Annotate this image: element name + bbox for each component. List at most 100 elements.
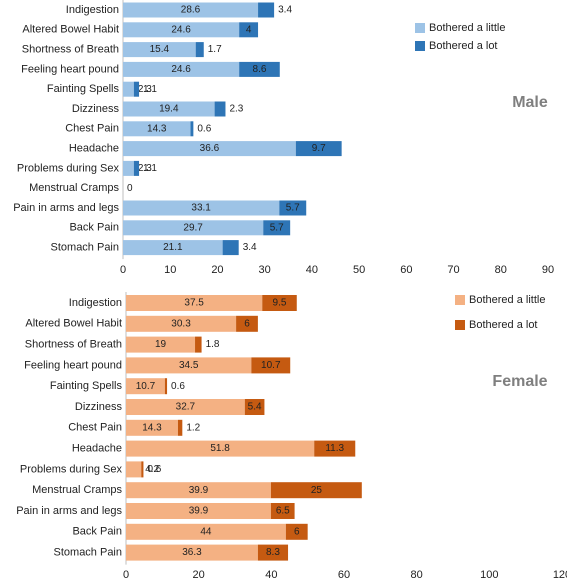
- bar-segment: [236, 315, 258, 332]
- category-label: Pain in arms and legs: [13, 202, 119, 214]
- legend-label: Bothered a lot: [429, 40, 498, 52]
- value-label: 8.3: [266, 547, 280, 558]
- category-label: Stomach Pain: [51, 242, 119, 254]
- value-label: 33.1: [191, 203, 211, 214]
- bar-segment: [123, 240, 223, 256]
- bar-segment: [126, 461, 142, 478]
- category-label: Back Pain: [69, 222, 119, 234]
- x-tick-label: 20: [193, 569, 205, 581]
- category-label: Pain in arms and legs: [16, 505, 122, 517]
- category-label: Headache: [72, 443, 122, 455]
- bar-segment: [195, 42, 204, 58]
- bar-segment: [257, 544, 289, 561]
- category-label: Fainting Spells: [50, 380, 123, 392]
- value-label: 39.9: [189, 506, 209, 517]
- value-label: 30.3: [171, 318, 191, 329]
- x-tick-label: 120: [553, 569, 567, 581]
- value-label: 32.7: [176, 402, 196, 413]
- bar-segment: [270, 482, 362, 499]
- value-label: 15.4: [150, 44, 170, 55]
- value-label: 19.4: [159, 104, 179, 115]
- value-label: 5.7: [270, 222, 284, 233]
- value-label: 3.4: [243, 242, 257, 253]
- bar-segment: [123, 121, 191, 137]
- value-label: 1.2: [186, 422, 200, 433]
- value-label: 11.3: [325, 443, 344, 454]
- legend-swatch: [415, 23, 425, 33]
- value-label: 24.6: [171, 64, 191, 75]
- x-tick-label: 10: [164, 264, 176, 276]
- category-label: Stomach Pain: [54, 547, 122, 559]
- category-label: Menstrual Cramps: [32, 484, 122, 496]
- bar-segment: [164, 378, 168, 395]
- bar-segment: [126, 482, 271, 499]
- x-tick-label: 0: [120, 264, 126, 276]
- value-label: 6.5: [276, 506, 290, 517]
- category-label: Indigestion: [69, 297, 122, 309]
- category-label: Problems during Sex: [17, 162, 120, 174]
- value-label: 0: [127, 183, 133, 194]
- x-tick-label: 20: [211, 264, 223, 276]
- x-tick-label: 80: [411, 569, 423, 581]
- category-label: Fainting Spells: [47, 83, 120, 95]
- bar-segment: [195, 336, 202, 353]
- value-label: 2.3: [138, 84, 152, 95]
- bar-segment: [262, 295, 297, 311]
- bar-segment: [123, 141, 296, 157]
- bar-segment: [295, 141, 342, 157]
- value-label: 9.7: [312, 143, 326, 154]
- bar-segment: [133, 160, 140, 176]
- bar-segment: [270, 503, 295, 519]
- bar-segment: [126, 295, 263, 311]
- bar-segment: [126, 336, 196, 353]
- legend-swatch: [455, 320, 465, 330]
- value-label: 4.2: [145, 464, 159, 475]
- legend-swatch: [455, 295, 465, 305]
- value-label: 0.6: [171, 381, 185, 392]
- x-tick-label: 30: [259, 264, 271, 276]
- category-label: Indigestion: [66, 4, 119, 16]
- bar-segment: [123, 42, 196, 58]
- category-label: Dizziness: [75, 401, 123, 413]
- bar-segment: [126, 378, 165, 395]
- bar-segment: [126, 419, 178, 436]
- bar-segment: [239, 22, 259, 38]
- value-label: 14.3: [142, 422, 162, 433]
- x-tick-label: 40: [306, 264, 318, 276]
- category-label: Feeling heart pound: [21, 63, 119, 75]
- value-label: 5.7: [286, 203, 300, 214]
- x-tick-label: 60: [400, 264, 412, 276]
- value-label: 24.6: [171, 24, 191, 35]
- category-label: Problems during Sex: [20, 463, 123, 475]
- bar-segment: [123, 2, 259, 18]
- value-label: 5.4: [248, 402, 262, 413]
- value-label: 1.1: [143, 163, 157, 174]
- bar-segment: [126, 523, 286, 540]
- category-label: Dizziness: [72, 103, 120, 115]
- legend-label: Bothered a lot: [469, 319, 538, 331]
- bar-segment: [177, 419, 183, 436]
- bar-segment: [133, 81, 140, 97]
- category-label: Shortness of Breath: [25, 339, 122, 351]
- bar-segment: [190, 121, 194, 137]
- value-label: 0.6: [147, 464, 161, 475]
- category-label: Back Pain: [72, 526, 122, 538]
- bar-segment: [126, 315, 237, 332]
- category-label: Chest Pain: [68, 422, 122, 434]
- bar-segment: [214, 101, 226, 117]
- value-label: 37.5: [184, 298, 204, 309]
- x-tick-label: 0: [123, 569, 129, 581]
- bar-segment: [123, 220, 264, 236]
- value-label: 4: [246, 24, 252, 35]
- value-label: 8.6: [253, 64, 267, 75]
- bar-segment: [126, 503, 271, 519]
- legend-label: Bothered a little: [429, 22, 505, 34]
- x-tick-label: 70: [447, 264, 459, 276]
- value-label: 9.5: [273, 298, 287, 309]
- value-label: 39.9: [189, 485, 209, 496]
- x-tick-label: 60: [338, 569, 350, 581]
- value-label: 2.3: [138, 163, 152, 174]
- legend-swatch: [415, 41, 425, 51]
- annotation: Female: [492, 373, 547, 390]
